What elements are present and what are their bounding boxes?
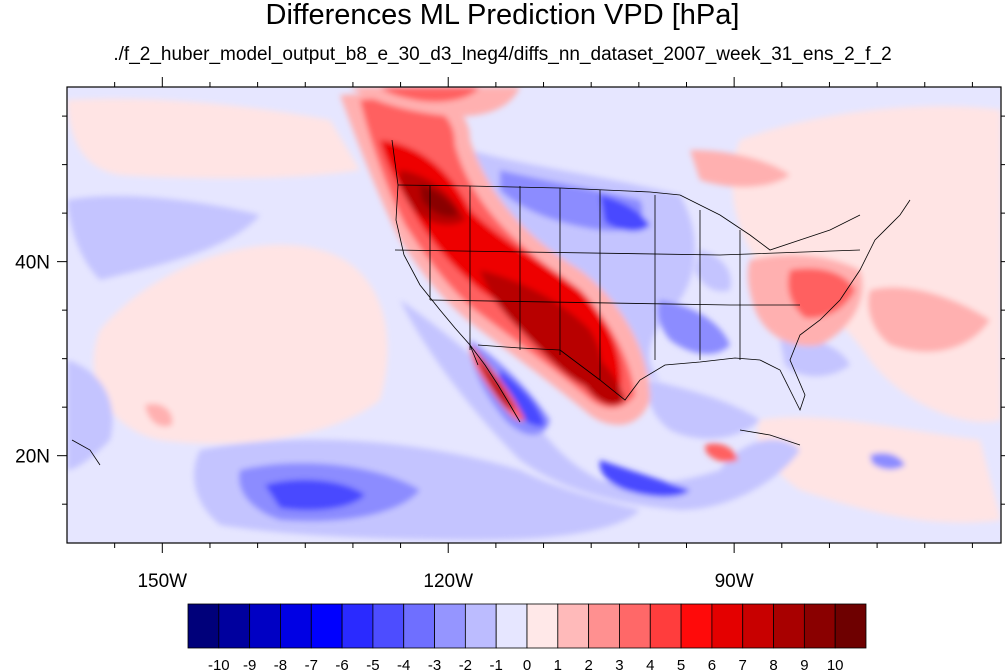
gulf-coast-line: [559, 199, 911, 412]
equatorial-cool-center: [265, 479, 365, 511]
colorbar-swatch: [218, 603, 251, 649]
colorbar-label: 7: [739, 657, 747, 672]
colorbar-label: 0: [523, 657, 531, 672]
colorbar-label: 5: [677, 657, 685, 672]
colorbar-label: 10: [827, 657, 844, 672]
lon-tick-label-120w: 120W: [423, 571, 473, 592]
cuba-line: [739, 429, 801, 446]
colorbar-swatch: [834, 603, 867, 649]
colorbar-label: -2: [459, 657, 472, 672]
state-grid-line-2: [429, 299, 800, 306]
colorbar-swatch: [742, 603, 774, 649]
colorbar-label: 2: [584, 657, 592, 672]
colorbar-swatch: [434, 603, 466, 649]
colorbar-label: 6: [708, 657, 716, 672]
colorbar-label: -10: [208, 657, 230, 672]
axis-ticks: [57, 77, 1005, 553]
canada-north-warm-core: [380, 87, 480, 102]
southeast-cool: [780, 338, 850, 377]
colorbar-label: 1: [554, 657, 562, 672]
field-blobs: [67, 87, 1001, 540]
cuba-warm-spot: [705, 443, 738, 463]
colorbar-swatch: [403, 603, 435, 649]
hawaii-line: [71, 439, 101, 466]
colorbar-label: -4: [397, 657, 410, 672]
caribbean-cool-spot: [870, 453, 905, 470]
colorbar-swatch: [464, 603, 497, 649]
colorbar-label: -3: [428, 657, 441, 672]
pacific-warm-region: [93, 244, 388, 444]
great-lakes-warm: [690, 150, 790, 187]
mexico-border-line: [477, 344, 561, 351]
gulf-of-california-cool: [499, 370, 545, 427]
baja-coast-line: [469, 344, 521, 423]
colorbar-label: -9: [243, 657, 256, 672]
colorbar-swatch: [372, 603, 405, 649]
colorbar-swatch: [773, 603, 805, 649]
map-field: [67, 87, 1001, 543]
colorbar-label: -8: [274, 657, 287, 672]
map-frame: [66, 86, 1002, 544]
colorbar-swatch: [187, 603, 220, 649]
lat-tick-label-20n: 20N: [15, 447, 50, 468]
mid-atlantic-warm-core: [788, 268, 855, 319]
state-grid-line-1: [394, 249, 861, 256]
colorbar-swatch: [680, 603, 713, 649]
colorbar-swatch: [280, 603, 312, 649]
coastlines: [71, 139, 911, 466]
colorbar-label: -1: [490, 657, 503, 672]
texas-warm-peak: [560, 330, 625, 406]
caribbean-warm-region: [757, 417, 1001, 523]
colorbar-swatch: [803, 603, 836, 649]
kansas-cool: [695, 250, 731, 292]
sw-pacific-cool-region: [67, 360, 113, 470]
colorbar-label: -5: [366, 657, 379, 672]
minnesota-cool: [600, 195, 650, 232]
colorbar-swatch: [557, 603, 590, 649]
colorbar-swatch: [526, 603, 559, 649]
colorbar-label: 9: [800, 657, 808, 672]
colorbar: -10 -9 -8 -7 -6 -5 -4 -3 -2 -1 0 1 2 3 4 5 6 7 8 9 10: [187, 603, 867, 672]
colorbar-swatch: [619, 603, 651, 649]
west-pacific-cool-region: [67, 195, 260, 280]
colorbar-swatch: [495, 603, 528, 649]
west-coast-line: [391, 139, 479, 366]
lon-tick-label-150w: 150W: [137, 571, 187, 592]
colorbar-label: 8: [769, 657, 777, 672]
colorbar-label: -6: [335, 657, 348, 672]
lon-tick-label-90w: 90W: [715, 571, 754, 592]
colorbar-label: 3: [615, 657, 623, 672]
colorbar-swatch: [649, 603, 682, 649]
colorbar-label: -7: [305, 657, 318, 672]
colorbar-label: 4: [646, 657, 654, 672]
colorbar-swatch: [341, 603, 374, 649]
colorbar-swatch: [310, 603, 343, 649]
gulf-stream-warm: [868, 287, 990, 352]
mid-pacific-warm-spot: [145, 403, 173, 427]
baja-coast-cool-band: [400, 300, 800, 510]
colorbar-swatch: [249, 603, 281, 649]
colorbar-swatch: [588, 603, 620, 649]
gulf-cool-region: [648, 380, 760, 439]
lat-tick-label-40n: 40N: [15, 253, 50, 274]
map-title: Differences ML Prediction VPD [hPa]: [265, 0, 740, 31]
central-america-cool: [599, 460, 690, 497]
colorbar-swatch: [711, 603, 744, 649]
great-lakes-line: [679, 194, 861, 251]
oregon-warm-max: [420, 185, 458, 217]
map-subtitle: ./f_2_huber_model_output_b8_e_30_d3_lneg…: [113, 44, 892, 65]
north-pacific-warm-band: [67, 98, 360, 179]
arkansas-cool: [657, 300, 730, 355]
